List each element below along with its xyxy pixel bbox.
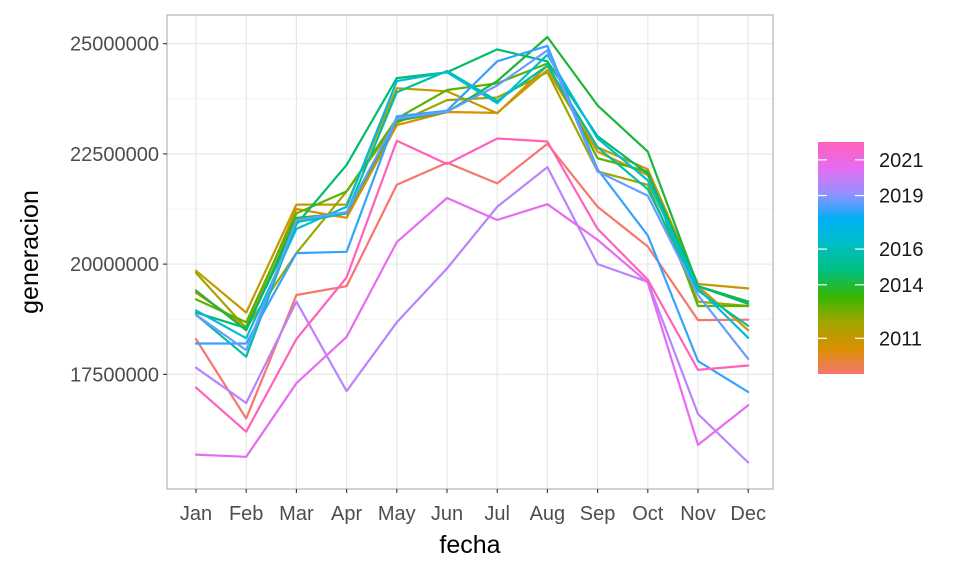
x-tick-label: Nov [680, 503, 716, 525]
y-tick-label: 25000000 [70, 34, 159, 56]
x-tick-label: Sep [580, 503, 616, 525]
legend-label: 2016 [879, 239, 924, 261]
x-tick-label: Aug [530, 503, 566, 525]
y-tick-label: 20000000 [70, 254, 159, 276]
y-tick-label: 17500000 [70, 364, 159, 386]
y-tick-label: 22500000 [70, 144, 159, 166]
plot-panel [167, 15, 773, 489]
legend-colorbar [818, 142, 864, 374]
x-tick-label: May [378, 503, 416, 525]
series-line-2017 [194, 53, 750, 340]
series-line-2022 [194, 137, 750, 433]
series-line-2011 [194, 64, 750, 314]
series-line-2020 [194, 166, 750, 464]
legend-ticks: 2021 2019 2016 2014 2011 [818, 150, 924, 350]
x-tick-label: Feb [229, 503, 263, 525]
series-line-2021 [194, 196, 750, 458]
x-tick-label: Jan [180, 503, 212, 525]
legend-label: 2019 [879, 186, 924, 208]
x-tick-label: Jun [431, 503, 463, 525]
legend-label: 2014 [879, 275, 924, 297]
series-line-2019 [194, 49, 750, 360]
legend: 2021 2019 2016 2014 2011 [818, 142, 924, 374]
series-line-2014 [194, 35, 750, 332]
series-lines [194, 35, 750, 464]
x-tick-label: Jul [484, 503, 510, 525]
x-tick-label: Dec [730, 503, 766, 525]
y-axis-title: generacion [16, 190, 44, 314]
plot-border [166, 14, 774, 490]
axes: 17500000 20000000 22500000 25000000 Jan Feb Ma… [70, 34, 766, 525]
x-tick-label: Oct [632, 503, 664, 525]
x-tick-label: Apr [331, 503, 362, 525]
series-line-2018 [194, 44, 750, 394]
x-tick-label: Mar [279, 503, 314, 525]
legend-label: 2011 [879, 328, 922, 350]
x-axis-title: fecha [439, 531, 500, 559]
plot-area [166, 14, 774, 490]
legend-label: 2021 [879, 150, 924, 172]
